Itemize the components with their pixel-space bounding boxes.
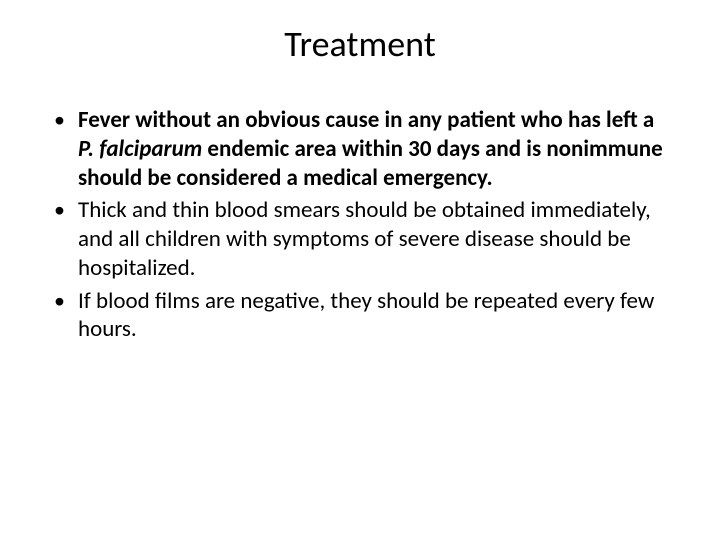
bullet-list: Fever without an obvious cause in any pa… xyxy=(50,106,670,344)
bullet-item: If blood films are negative, they should… xyxy=(50,287,670,345)
text-run: P. falciparum xyxy=(78,135,202,163)
bullet-item: Thick and thin blood smears should be ob… xyxy=(50,196,670,282)
text-run: Fever without an obvious cause in any pa… xyxy=(78,106,654,134)
bullet-item: Fever without an obvious cause in any pa… xyxy=(50,106,670,192)
text-run: Thick and thin blood smears should be ob… xyxy=(78,196,651,282)
slide-title: Treatment xyxy=(0,0,720,76)
slide: Treatment Fever without an obvious cause… xyxy=(0,0,720,540)
slide-content: Fever without an obvious cause in any pa… xyxy=(0,76,720,344)
text-run: If blood films are negative, they should… xyxy=(78,287,654,344)
